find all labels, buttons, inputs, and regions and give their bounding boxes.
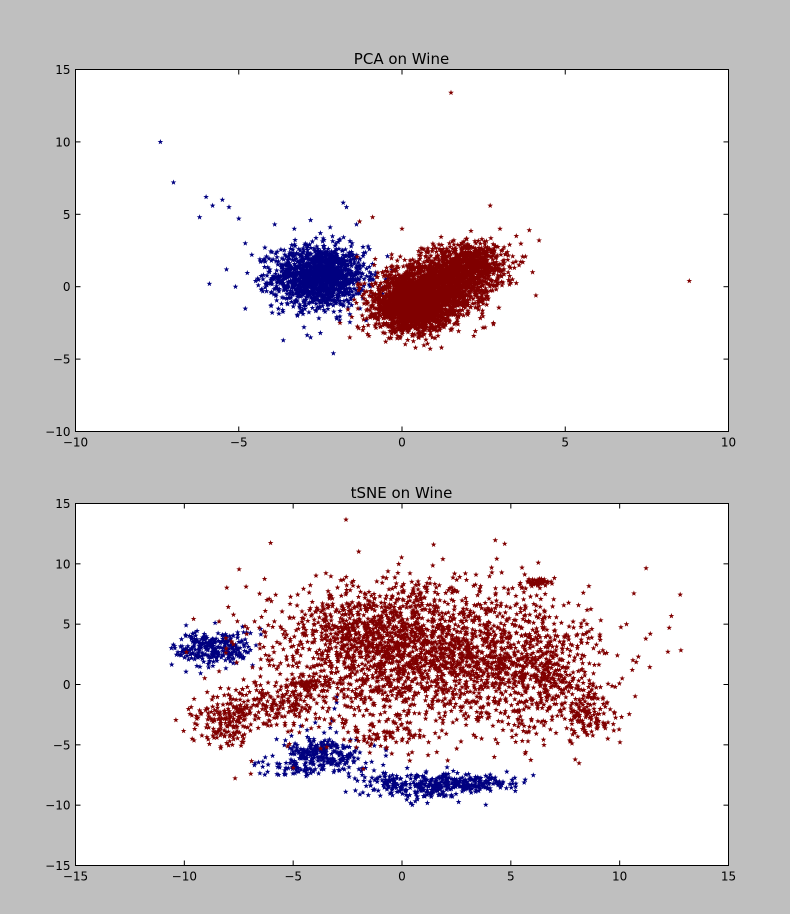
plot-area	[76, 70, 729, 432]
